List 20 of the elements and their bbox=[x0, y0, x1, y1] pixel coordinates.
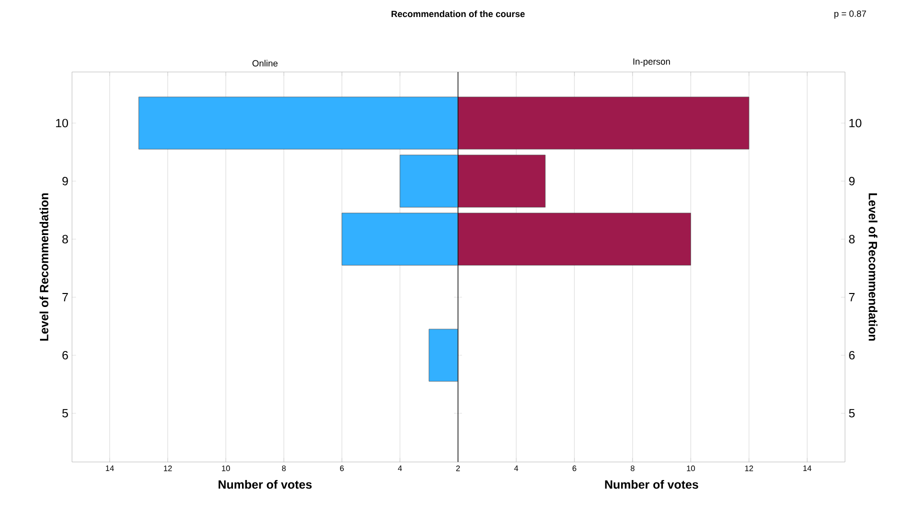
y-tick-label: 6 bbox=[849, 350, 855, 360]
y-tick-label: 10 bbox=[849, 118, 862, 128]
y-tick-label: 8 bbox=[849, 234, 855, 244]
y-tick-label: 9 bbox=[849, 176, 855, 186]
chart-subtitle: Online bbox=[252, 60, 278, 66]
y-tick-label: 9 bbox=[62, 176, 68, 186]
y-tick-label: 6 bbox=[62, 350, 68, 360]
y-tick-label: 7 bbox=[62, 293, 68, 302]
y-axis-title: Level of Recommendation bbox=[40, 193, 48, 341]
chart-subtitle: In-person bbox=[633, 58, 670, 66]
y-tick-label: 8 bbox=[62, 234, 68, 244]
x-axis-title: Number of votes bbox=[218, 480, 312, 489]
y-tick-label: 5 bbox=[849, 409, 855, 418]
y-axis-title: Level of Recommendation bbox=[868, 193, 878, 341]
y-tick-label: 7 bbox=[849, 293, 855, 302]
y-tick-label: 5 bbox=[62, 409, 68, 418]
y-tick-label: 10 bbox=[56, 118, 68, 128]
x-axis-title: Number of votes bbox=[605, 480, 698, 489]
chart-title: Recommendation of the course bbox=[392, 10, 525, 18]
text: p = 0.87 bbox=[834, 10, 866, 19]
